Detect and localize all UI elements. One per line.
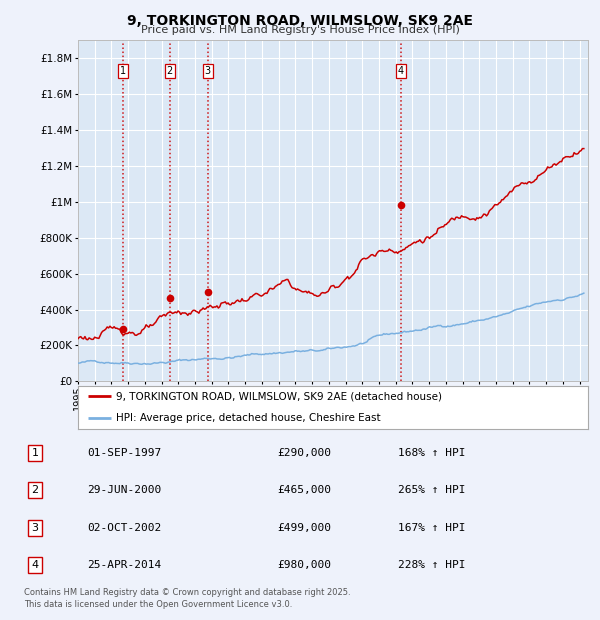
Text: 9, TORKINGTON ROAD, WILMSLOW, SK9 2AE (detached house): 9, TORKINGTON ROAD, WILMSLOW, SK9 2AE (d…	[116, 391, 442, 402]
Text: 265% ↑ HPI: 265% ↑ HPI	[398, 485, 466, 495]
Text: 9, TORKINGTON ROAD, WILMSLOW, SK9 2AE: 9, TORKINGTON ROAD, WILMSLOW, SK9 2AE	[127, 14, 473, 28]
Text: 167% ↑ HPI: 167% ↑ HPI	[398, 523, 466, 533]
Text: 228% ↑ HPI: 228% ↑ HPI	[398, 560, 466, 570]
Text: 29-JUN-2000: 29-JUN-2000	[87, 485, 161, 495]
Text: HPI: Average price, detached house, Cheshire East: HPI: Average price, detached house, Ches…	[116, 413, 381, 423]
Text: 2: 2	[31, 485, 38, 495]
Text: £499,000: £499,000	[277, 523, 331, 533]
Text: 1: 1	[119, 66, 126, 76]
Text: 4: 4	[31, 560, 38, 570]
Text: 2: 2	[167, 66, 173, 76]
Text: Price paid vs. HM Land Registry's House Price Index (HPI): Price paid vs. HM Land Registry's House …	[140, 25, 460, 35]
Text: 168% ↑ HPI: 168% ↑ HPI	[398, 448, 466, 458]
Text: £465,000: £465,000	[277, 485, 331, 495]
Text: 4: 4	[398, 66, 404, 76]
Text: 02-OCT-2002: 02-OCT-2002	[87, 523, 161, 533]
Text: £980,000: £980,000	[277, 560, 331, 570]
Text: £290,000: £290,000	[277, 448, 331, 458]
Text: 3: 3	[205, 66, 211, 76]
Text: This data is licensed under the Open Government Licence v3.0.: This data is licensed under the Open Gov…	[24, 600, 292, 609]
Text: 01-SEP-1997: 01-SEP-1997	[87, 448, 161, 458]
Text: Contains HM Land Registry data © Crown copyright and database right 2025.: Contains HM Land Registry data © Crown c…	[24, 588, 350, 597]
Text: 1: 1	[32, 448, 38, 458]
Text: 3: 3	[32, 523, 38, 533]
Text: 25-APR-2014: 25-APR-2014	[87, 560, 161, 570]
